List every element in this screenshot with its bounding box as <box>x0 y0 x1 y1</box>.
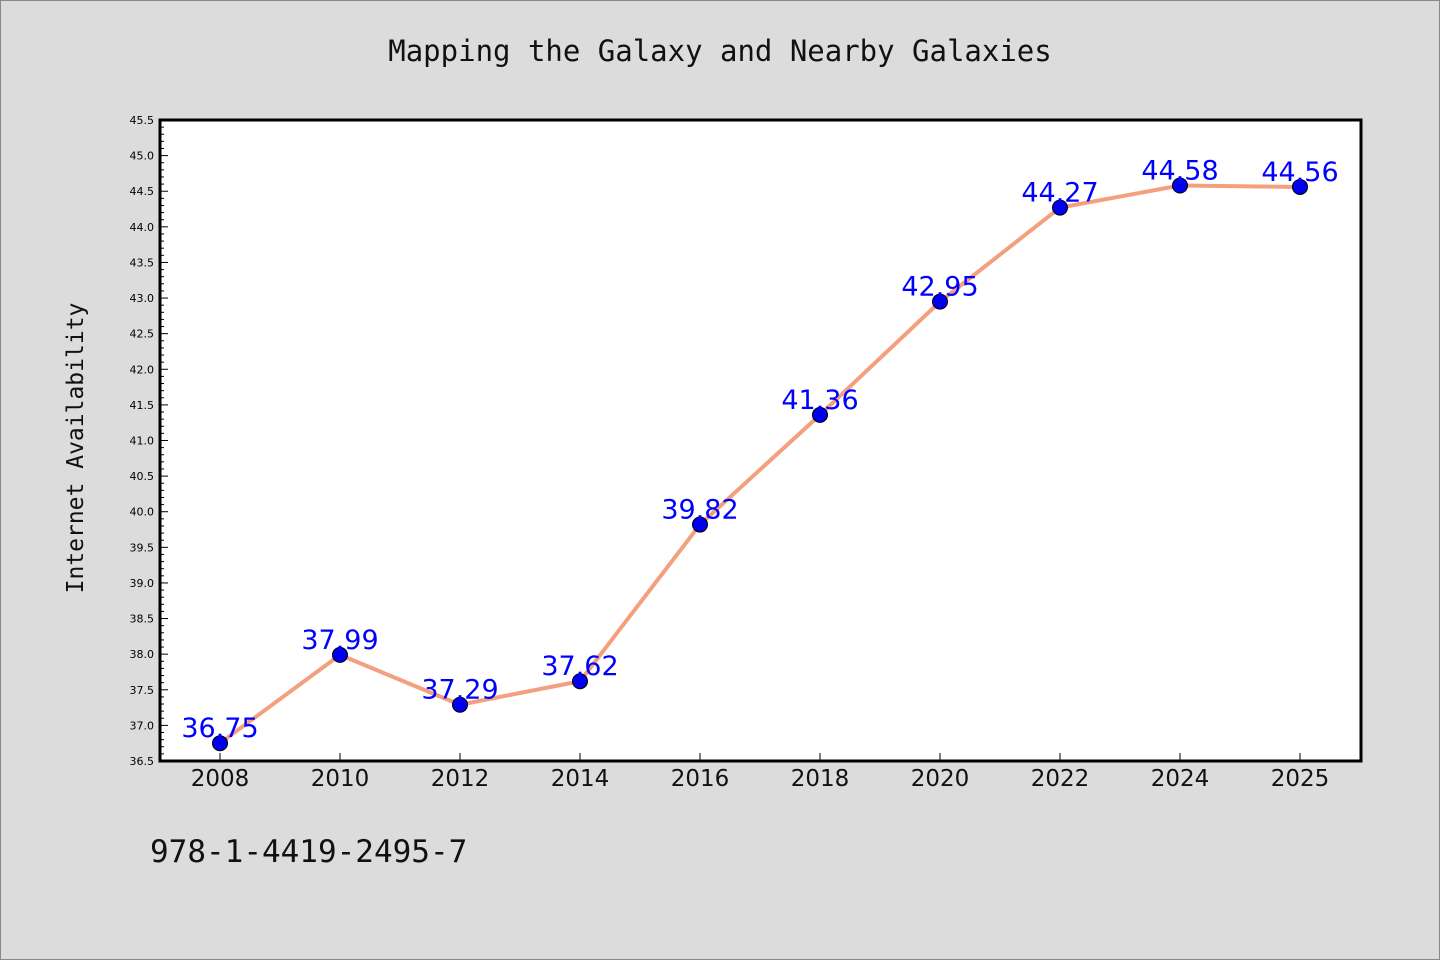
y-tick-label: 43.5 <box>130 256 155 269</box>
y-tick-label: 39.5 <box>130 541 155 554</box>
y-tick-label: 43.0 <box>130 292 155 305</box>
data-label: 44.56 <box>1261 157 1338 188</box>
data-label: 41.36 <box>781 385 858 416</box>
x-tick-label: 2018 <box>791 766 850 792</box>
y-tick-label: 41.5 <box>130 399 155 412</box>
plot-area <box>158 118 1363 763</box>
x-tick-label: 2014 <box>551 766 610 792</box>
x-tick-label: 2008 <box>191 766 250 792</box>
y-tick-label: 40.5 <box>130 470 155 483</box>
series-line <box>218 183 1301 745</box>
y-tick-label: 37.5 <box>130 684 155 697</box>
y-tick-label: 45.5 <box>130 114 155 127</box>
data-point <box>812 406 828 423</box>
data-label: 37.29 <box>421 675 498 706</box>
data-label: 44.58 <box>1141 156 1218 187</box>
data-point <box>452 696 468 713</box>
y-tick-label: 39.0 <box>130 577 155 590</box>
x-tick-label: 2016 <box>671 766 730 792</box>
data-point <box>1172 177 1188 194</box>
chart-title: Mapping the Galaxy and Nearby Galaxies <box>388 34 1052 68</box>
y-tick-label: 38.0 <box>130 648 155 661</box>
data-point <box>332 646 348 663</box>
data-point <box>932 293 948 310</box>
x-tick-label: 2012 <box>431 766 490 792</box>
y-tick-label: 44.0 <box>130 221 155 234</box>
x-tick-label: 2020 <box>911 766 970 792</box>
data-label: 37.99 <box>301 625 378 656</box>
data-label: 37.62 <box>541 651 618 682</box>
data-point <box>1292 178 1308 195</box>
x-tick-label: 2022 <box>1031 766 1090 792</box>
y-tick-label: 40.0 <box>130 506 155 519</box>
y-tick-label: 37.0 <box>130 719 155 732</box>
data-label: 36.75 <box>181 713 258 744</box>
y-tick-label: 41.0 <box>130 435 155 448</box>
x-tick-label: 2010 <box>311 766 370 792</box>
y-tick-label: 36.5 <box>130 755 155 768</box>
x-tick-label: 2025 <box>1271 766 1330 792</box>
y-tick-label: 45.0 <box>130 150 155 163</box>
data-label: 44.27 <box>1021 178 1098 209</box>
isbn-text: 978-1-4419-2495-7 <box>150 834 468 870</box>
y-axis-ticks: 36.5 37.0 37.5 38.0 38.5 39.0 39.5 40.0 40.5 41.0… <box>130 114 168 768</box>
data-label: 42.95 <box>901 272 978 303</box>
data-point <box>212 735 228 752</box>
x-axis-ticks: 2008 2010 2012 2014 2016 2018 2020 2022 2024 2025 <box>191 753 1330 792</box>
x-tick-label: 2024 <box>1151 766 1210 792</box>
y-tick-label: 38.5 <box>130 613 155 626</box>
data-points <box>212 177 1308 752</box>
data-point <box>1052 199 1068 216</box>
data-point <box>572 673 588 690</box>
data-labels: 36.75 37.99 37.29 37.62 39.82 41.36 42.95 44.27… <box>181 156 1338 745</box>
y-tick-label: 42.5 <box>130 328 155 341</box>
data-point <box>692 516 708 533</box>
data-label: 39.82 <box>661 495 738 526</box>
y-tick-label: 42.0 <box>130 363 155 376</box>
y-tick-label: 44.5 <box>130 185 155 198</box>
